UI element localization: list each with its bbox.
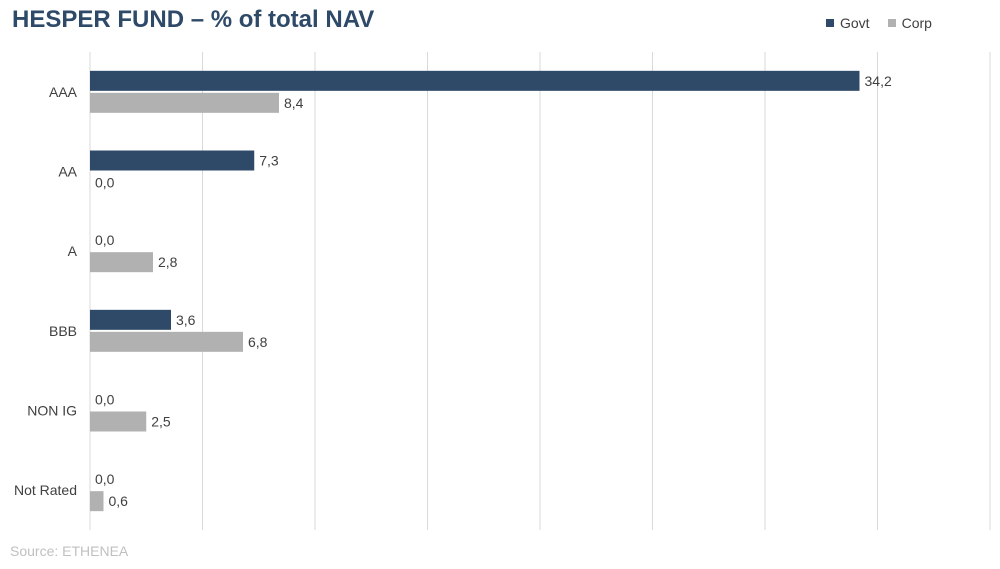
legend-label-govt: Govt [840, 15, 870, 31]
bar-corp [90, 491, 104, 512]
bar-corp [90, 92, 279, 113]
data-label: 2,8 [158, 254, 178, 270]
legend-swatch-corp [887, 19, 896, 27]
legend-item-corp: Corp [887, 15, 932, 31]
data-label: 8,4 [284, 95, 304, 111]
category-label: NON IG [27, 403, 77, 419]
data-label: 0,0 [95, 471, 115, 487]
data-label: 0,0 [95, 232, 115, 248]
legend-item-govt: Govt [826, 15, 870, 31]
legend-label-corp: Corp [901, 15, 932, 31]
bar-corp [90, 331, 243, 352]
bar-govt [90, 309, 171, 330]
source-note: Source: ETHENEA [10, 543, 129, 559]
data-label: 0,0 [95, 175, 115, 191]
bar-govt [90, 70, 860, 91]
legend-swatch-govt [826, 19, 834, 27]
category-label: A [68, 243, 78, 259]
bar-corp [90, 411, 147, 432]
legend: Govt Corp [826, 15, 950, 31]
category-label: BBB [49, 323, 77, 339]
data-label: 2,5 [151, 414, 171, 430]
data-label: 0,0 [95, 392, 115, 408]
data-label: 34,2 [865, 73, 892, 89]
bar-corp [90, 252, 153, 273]
data-label: 3,6 [176, 312, 196, 328]
bar-govt [90, 150, 255, 171]
category-label: Not Rated [14, 482, 77, 498]
chart-title: HESPER FUND – % of total NAV [12, 6, 375, 33]
category-label: AA [58, 164, 77, 180]
data-label: 7,3 [259, 153, 279, 169]
category-label: AAA [49, 84, 78, 100]
data-label: 0,6 [109, 493, 129, 509]
data-label: 6,8 [248, 334, 268, 350]
